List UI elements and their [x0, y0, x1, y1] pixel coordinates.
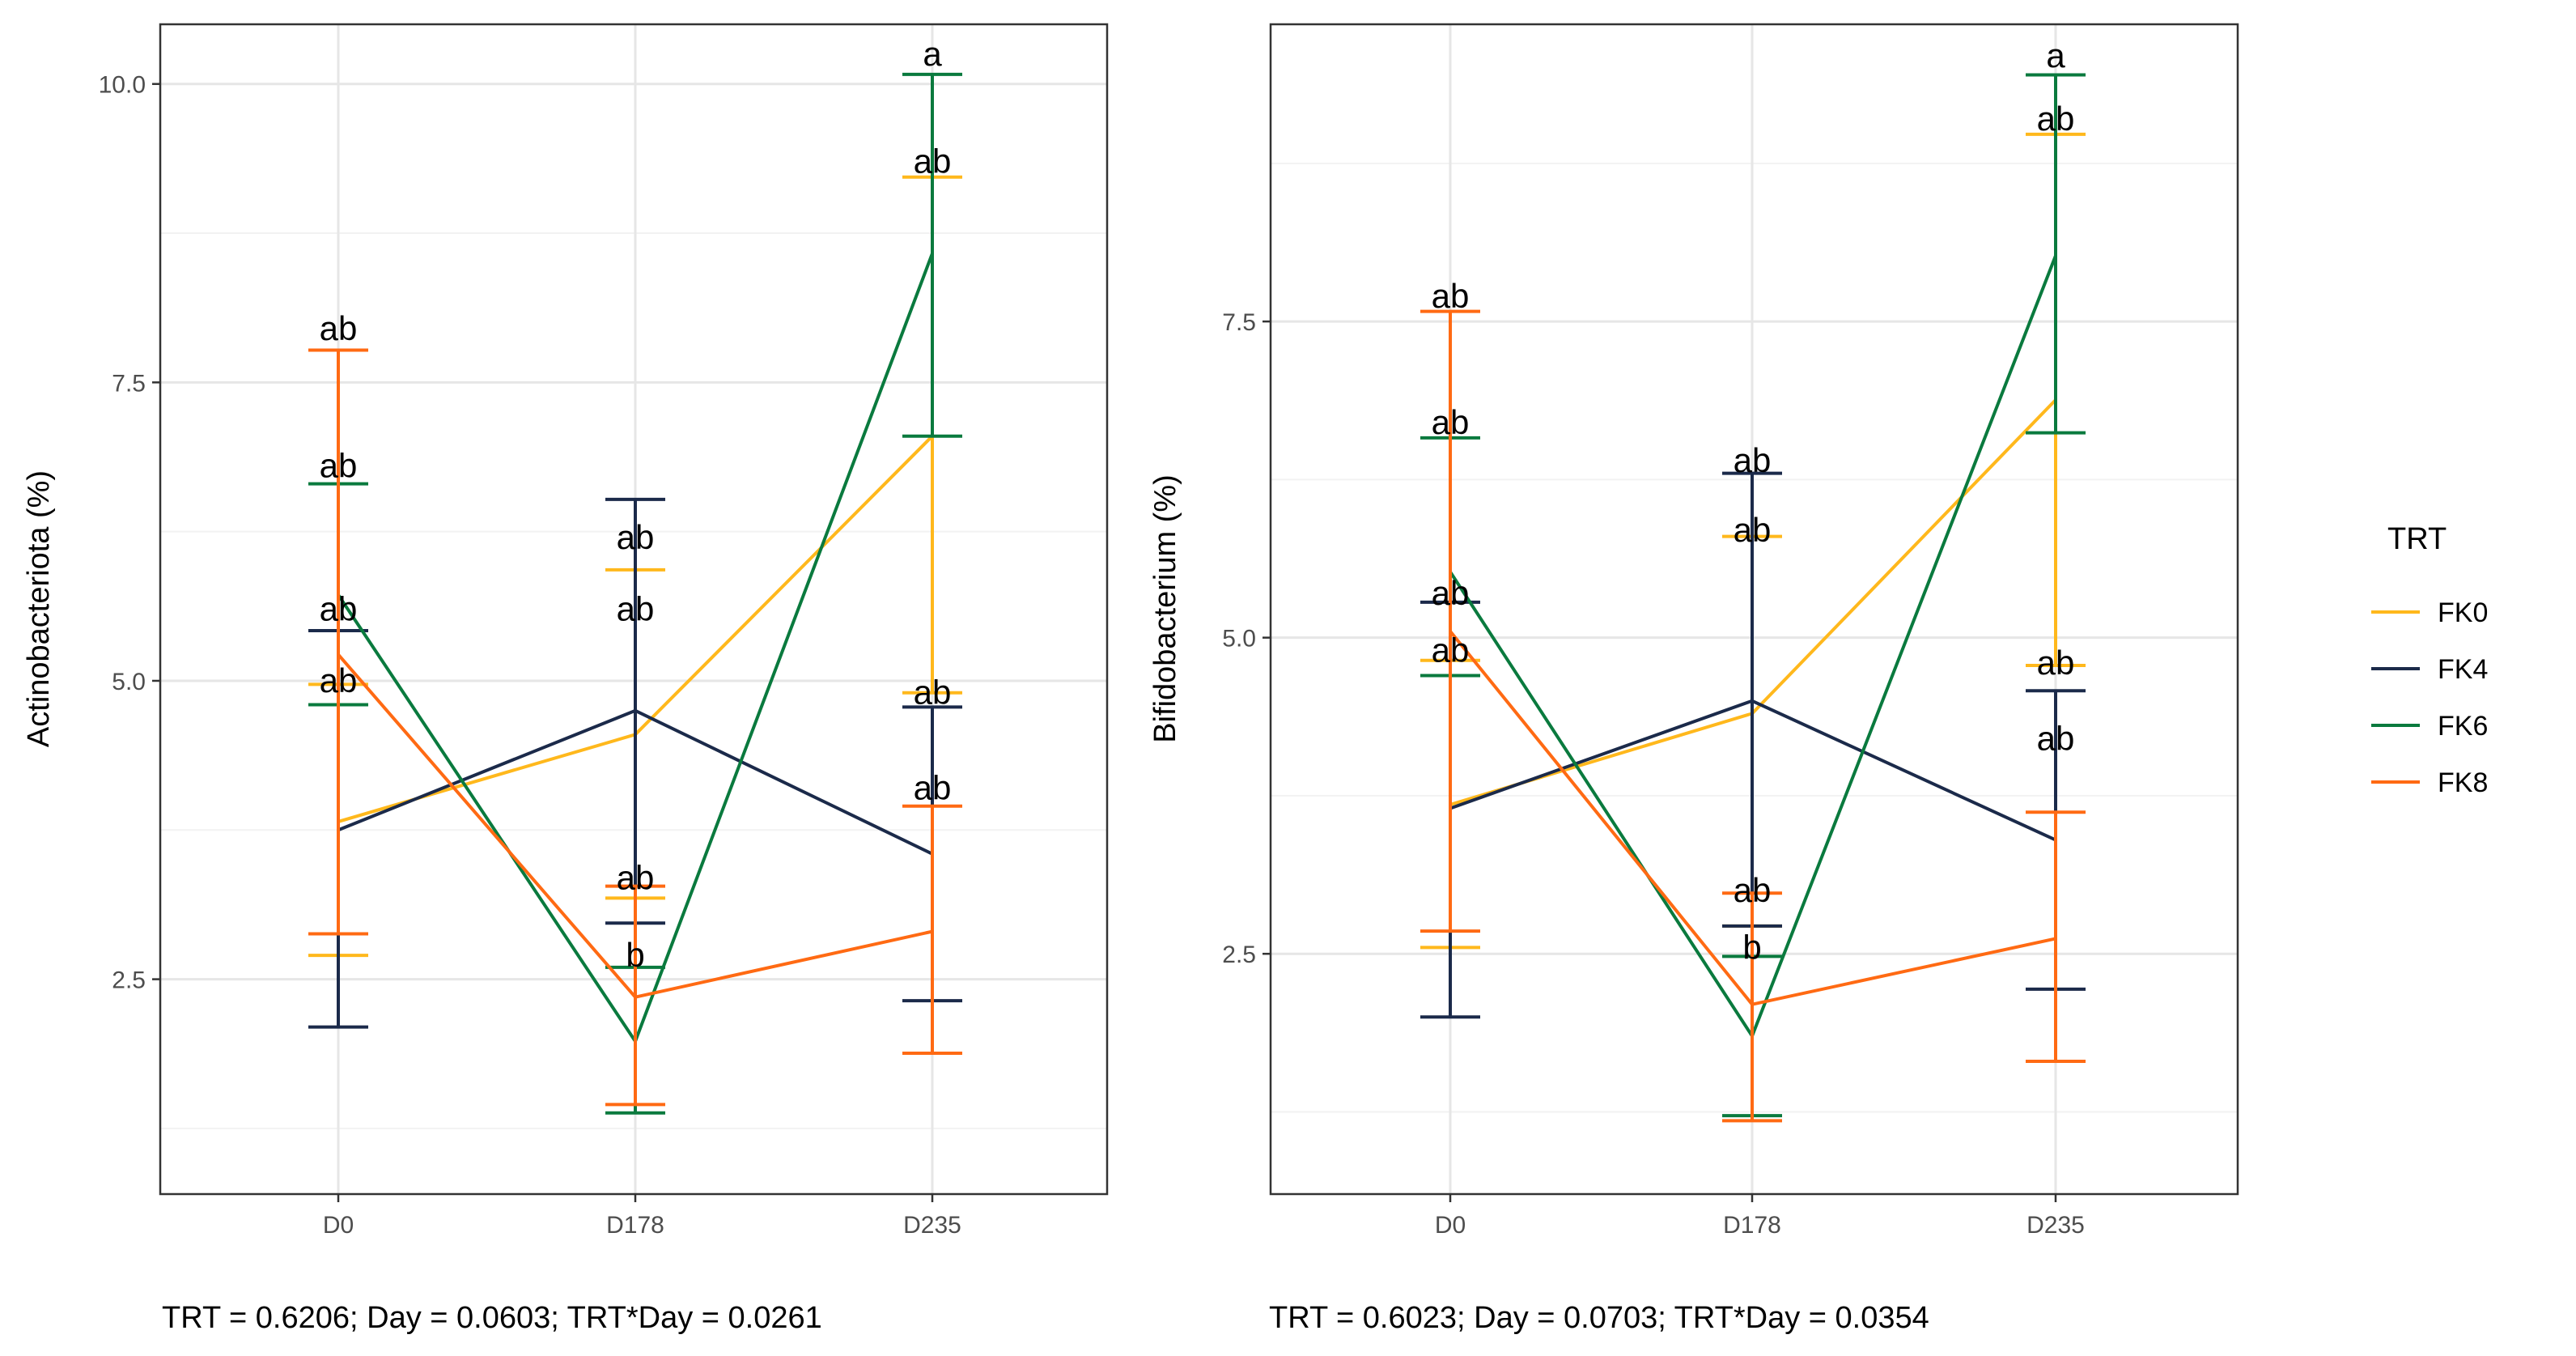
significance-letter: ab — [2037, 644, 2075, 682]
legend-item-fk8: FK8 — [2371, 767, 2488, 798]
significance-letters: ab ab ab ab b ab ab ab a ab ab ab — [1432, 36, 2075, 966]
significance-letter: ab — [320, 447, 358, 485]
significance-letter: b — [626, 936, 644, 974]
legend: TRT FK0 FK4 FK6 FK8 — [2371, 522, 2488, 798]
significance-letter: ab — [1734, 511, 1772, 549]
x-tick-label: D235 — [2026, 1212, 2085, 1239]
significance-letter: ab — [1734, 871, 1772, 909]
y-tick-label: 5.0 — [112, 669, 146, 695]
plot-background — [1271, 24, 2238, 1194]
panel-actinobacteriota: ab ab ab ab ab ab ab b a ab ab ab 2.5 5.0 7.5 10.0 D0 D1… — [22, 23, 1109, 1335]
plot-border — [159, 23, 1109, 1196]
y-axis-title: Actinobacteriota (%) — [22, 470, 56, 747]
panel-bifidobacterium: ab ab ab ab b ab ab ab a ab ab ab 2.5 5.0 7.5 D0 D178 D2… — [1148, 23, 2239, 1335]
mean-line — [337, 653, 933, 999]
x-tick-label: D178 — [1723, 1212, 1781, 1239]
legend-label: FK8 — [2438, 767, 2488, 798]
legend-label: FK4 — [2438, 654, 2488, 685]
significance-letter: ab — [914, 674, 952, 712]
y-tick-label: 7.5 — [112, 370, 146, 397]
legend-item-fk6: FK6 — [2371, 711, 2488, 742]
significance-letter: a — [2046, 36, 2065, 74]
significance-letters: ab ab ab ab ab ab ab b a ab ab ab — [320, 35, 952, 974]
significance-letter: ab — [320, 590, 358, 628]
y-tick-label: 10.0 — [99, 72, 146, 99]
significance-letter: ab — [1432, 277, 1470, 315]
significance-letter: ab — [1432, 574, 1470, 612]
y-tick-label: 7.5 — [1222, 309, 1256, 336]
significance-letter: ab — [1432, 631, 1470, 669]
stats-footer: TRT = 0.6023; Day = 0.0703; TRT*Day = 0.… — [1269, 1301, 1929, 1335]
axes: 2.5 5.0 7.5 D0 D178 D235 — [1222, 309, 2085, 1239]
significance-letter: ab — [914, 769, 952, 807]
mean-line — [1449, 699, 2056, 842]
axes: 2.5 5.0 7.5 10.0 D0 D178 D235 — [99, 72, 961, 1239]
legend-label: FK6 — [2438, 711, 2488, 742]
significance-letter: ab — [2037, 720, 2075, 758]
y-axis-title: Bifidobacterium (%) — [1148, 474, 1182, 743]
significance-letter: ab — [320, 309, 358, 347]
significance-letter: ab — [1432, 403, 1470, 441]
x-tick-label: D178 — [606, 1212, 664, 1239]
significance-letter: ab — [1734, 441, 1772, 479]
significance-letter: ab — [320, 661, 358, 699]
significance-letter: ab — [617, 590, 655, 628]
x-tick-label: D0 — [1435, 1212, 1466, 1239]
significance-letter: ab — [2037, 100, 2075, 138]
mean-line — [1449, 630, 2056, 1006]
significance-letter: ab — [914, 142, 952, 181]
legend-item-fk0: FK0 — [2371, 597, 2488, 628]
legend-title: TRT — [2387, 522, 2447, 556]
series-layer — [1420, 73, 2086, 1123]
significance-letter: a — [923, 35, 942, 73]
significance-letter: b — [1742, 928, 1761, 966]
stats-footer: TRT = 0.6206; Day = 0.0603; TRT*Day = 0.… — [162, 1301, 822, 1335]
y-tick-label: 5.0 — [1222, 626, 1256, 652]
y-tick-label: 2.5 — [112, 967, 146, 994]
series-fk8 — [1420, 309, 2086, 1123]
legend-label: FK0 — [2438, 597, 2488, 628]
mean-line — [337, 708, 933, 856]
series-fk8 — [308, 348, 962, 1107]
y-tick-label: 2.5 — [1222, 942, 1256, 968]
x-tick-label: D235 — [903, 1212, 961, 1239]
series-layer — [308, 72, 962, 1115]
significance-letter: ab — [617, 518, 655, 556]
plot-border — [1269, 23, 2239, 1196]
legend-item-fk4: FK4 — [2371, 654, 2488, 685]
legend-items: FK0 FK4 FK6 FK8 — [2371, 597, 2488, 798]
significance-letter: ab — [617, 858, 655, 896]
x-tick-label: D0 — [323, 1212, 354, 1239]
